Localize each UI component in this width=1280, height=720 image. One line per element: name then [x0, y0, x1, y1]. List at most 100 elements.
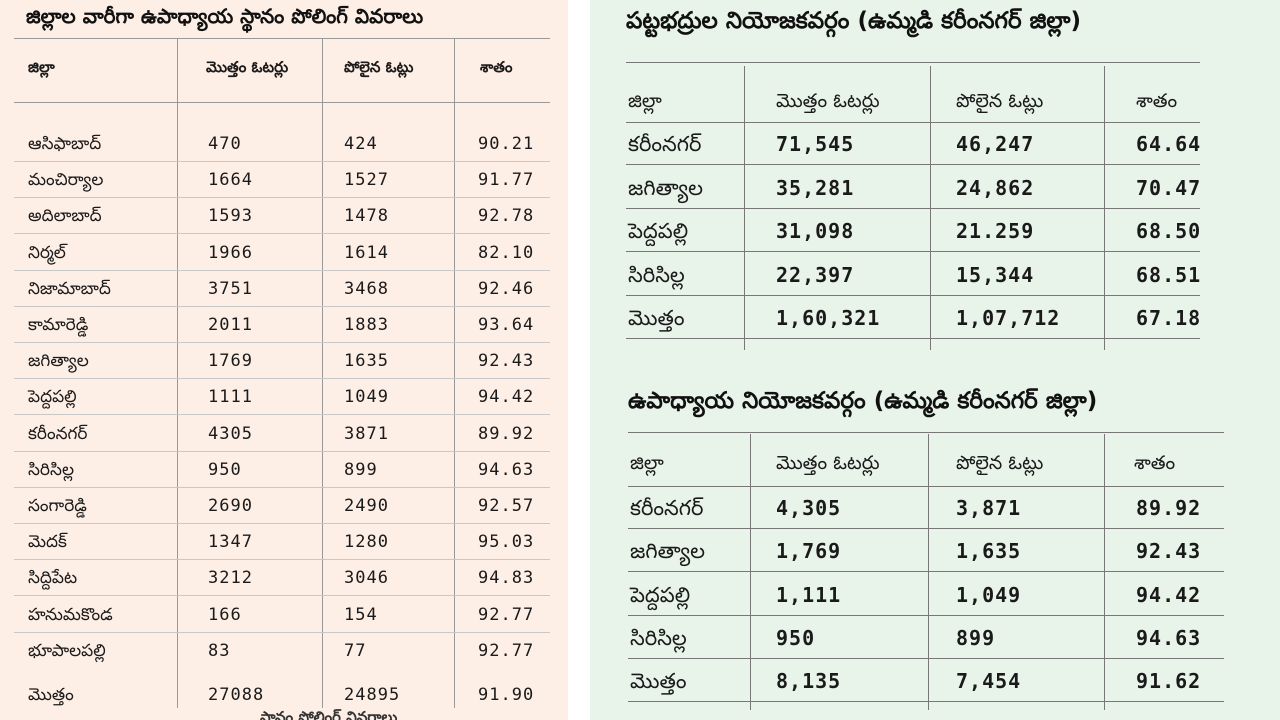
district-cell: సిద్దిపేట [28, 568, 78, 589]
total-voters-cell: 71,545 [776, 132, 855, 156]
district-cell: జగిత్యాల [628, 175, 704, 200]
table-row: పెద్దపల్లి 1,111 1,049 94.42 [628, 573, 1224, 616]
table-row: సిరిసిల్ల 950 899 94.63 [14, 452, 550, 488]
polled-votes-cell: 1,07,712 [956, 306, 1061, 330]
header-polled-votes: పోలైన ఓట్లు [956, 90, 1044, 112]
percentage-cell: 68.51 [1136, 262, 1202, 287]
polled-votes-cell: 424 [344, 134, 378, 154]
percentage-cell: 92.43 [1136, 539, 1202, 564]
column-divider [454, 38, 455, 708]
percentage-cell: 67.18 [1136, 306, 1202, 330]
percentage-cell: 90.21 [478, 134, 535, 154]
row-divider [628, 701, 1224, 703]
polled-votes-cell: 2490 [344, 496, 389, 516]
table-top-border [626, 62, 1200, 63]
header-total-voters: మొత్తం ఓటర్లు [776, 452, 880, 474]
table-row: కరీంనగర్ 4,305 3,871 89.92 [628, 486, 1224, 529]
percentage-cell: 94.63 [478, 459, 535, 480]
table-row: నిజామాబాద్ 3751 3468 92.46 [14, 271, 550, 307]
table-row: కరీంనగర్ 71,545 46,247 64.64 [626, 122, 1200, 165]
polled-votes-cell: 21.259 [956, 219, 1035, 243]
column-divider [177, 38, 178, 708]
percentage-cell: 94.63 [1136, 625, 1202, 650]
district-cell: సిరిసిల్ల [630, 625, 687, 650]
header-district: జిల్లా [628, 90, 662, 112]
table-row: జగిత్యాల 1,769 1,635 92.43 [628, 529, 1224, 573]
row-divider [626, 294, 1200, 296]
table-row: జగిత్యాల 35,281 24,862 70.47 [626, 166, 1200, 209]
table-row: మంచిర్యాల 1664 1527 91.77 [14, 162, 550, 199]
total-voters-cell: 1111 [208, 387, 253, 408]
column-divider [322, 38, 323, 708]
row-divider [628, 614, 1224, 616]
header-total-voters: మొత్తం ఓటర్లు [776, 90, 880, 112]
percentage-cell: 68.50 [1136, 219, 1202, 243]
percentage-cell: 91.62 [1136, 669, 1202, 694]
district-cell: మొత్తం [628, 306, 685, 330]
district-cell: నిజామాబాద్ [28, 278, 111, 299]
total-voters-cell: 1,60,321 [776, 306, 881, 330]
percentage-cell: 94.42 [478, 387, 535, 408]
header-bottom-border [626, 122, 1200, 123]
table-row: మెదక్ 1347 1280 95.03 [14, 524, 550, 561]
district-cell: జగిత్యాల [28, 351, 89, 372]
district-cell: జగిత్యాల [630, 539, 706, 564]
row-divider [626, 251, 1200, 252]
polled-votes-cell: 24,862 [956, 175, 1035, 200]
percentage-cell: 92.43 [478, 351, 535, 372]
polled-votes-cell: 154 [344, 604, 378, 625]
total-voters-cell: 8,135 [776, 669, 842, 694]
total-voters-cell: 1664 [208, 170, 253, 191]
row-divider [14, 269, 550, 271]
percentage-cell: 91.77 [478, 170, 535, 191]
polled-votes-cell: 77 [344, 640, 367, 661]
polled-votes-cell: 24895 [344, 685, 401, 705]
district-cell: సిరిసిల్ల [28, 459, 75, 480]
district-cell: పెద్దపల్లి [630, 582, 691, 607]
polled-votes-cell: 1,049 [956, 582, 1022, 607]
row-divider [628, 528, 1224, 529]
left-table-title: జిల్లాల వారీగా ఉపాధ్యాయ స్థానం పోలింగ్ వ… [26, 4, 424, 28]
total-voters-cell: 4,305 [776, 496, 842, 520]
percentage-cell: 95.03 [478, 532, 535, 553]
district-cell: ఆసిఫాబాద్ [28, 134, 102, 154]
teachers-polling-table: జిల్లా మొత్తం ఓటర్లు పోలైన ఓట్లు శాతం కరీంనగ… [628, 432, 1224, 712]
polled-votes-cell: 899 [344, 459, 378, 480]
header-district: జిల్లా [630, 452, 664, 474]
table-row: జగిత్యాల 1769 1635 92.43 [14, 343, 550, 380]
percentage-cell: 92.46 [478, 278, 535, 299]
district-cell: పెద్దపల్లి [628, 219, 689, 243]
table-row: కరీంనగర్ 4305 3871 89.92 [14, 416, 550, 452]
row-divider [14, 450, 550, 452]
polled-votes-cell: 1883 [344, 315, 389, 335]
district-cell: హనుమకొండ [28, 604, 113, 625]
polled-votes-cell: 3468 [344, 278, 389, 299]
table-top-border [628, 432, 1224, 433]
percentage-cell: 64.64 [1136, 132, 1202, 156]
total-row: మొత్తం 1,60,321 1,07,712 67.18 [626, 296, 1200, 339]
table-row: సిరిసిల్ల 950 899 94.63 [628, 616, 1224, 659]
percentage-cell: 91.90 [478, 685, 535, 705]
row-divider [14, 378, 550, 380]
polled-votes-cell: 7,454 [956, 669, 1022, 694]
row-divider [628, 657, 1224, 659]
percentage-cell: 92.57 [478, 496, 535, 516]
table-row: సంగారెడ్డి 2690 2490 92.57 [14, 488, 550, 524]
row-divider [14, 559, 550, 561]
table-top-border [14, 38, 550, 39]
polled-votes-cell: 1280 [344, 532, 389, 553]
row-divider [14, 414, 550, 416]
percentage-cell: 93.64 [478, 315, 535, 335]
table-row: సిద్దిపేట 3212 3046 94.83 [14, 560, 550, 597]
percentage-cell: 92.77 [478, 604, 535, 625]
header-polled-votes: పోలైన ఓట్లు [956, 452, 1044, 474]
total-voters-cell: 4305 [208, 423, 253, 444]
total-row: మొత్తం 27088 24895 91.90 [14, 677, 550, 713]
district-cell: భూపాలపల్లి [28, 640, 106, 661]
row-divider [626, 338, 1200, 339]
polled-votes-cell: 1527 [344, 170, 389, 191]
percentage-cell: 92.77 [478, 640, 535, 661]
total-voters-cell: 2690 [208, 496, 253, 516]
district-cell: కరీంనగర్ [628, 132, 702, 156]
total-voters-cell: 35,281 [776, 175, 855, 200]
